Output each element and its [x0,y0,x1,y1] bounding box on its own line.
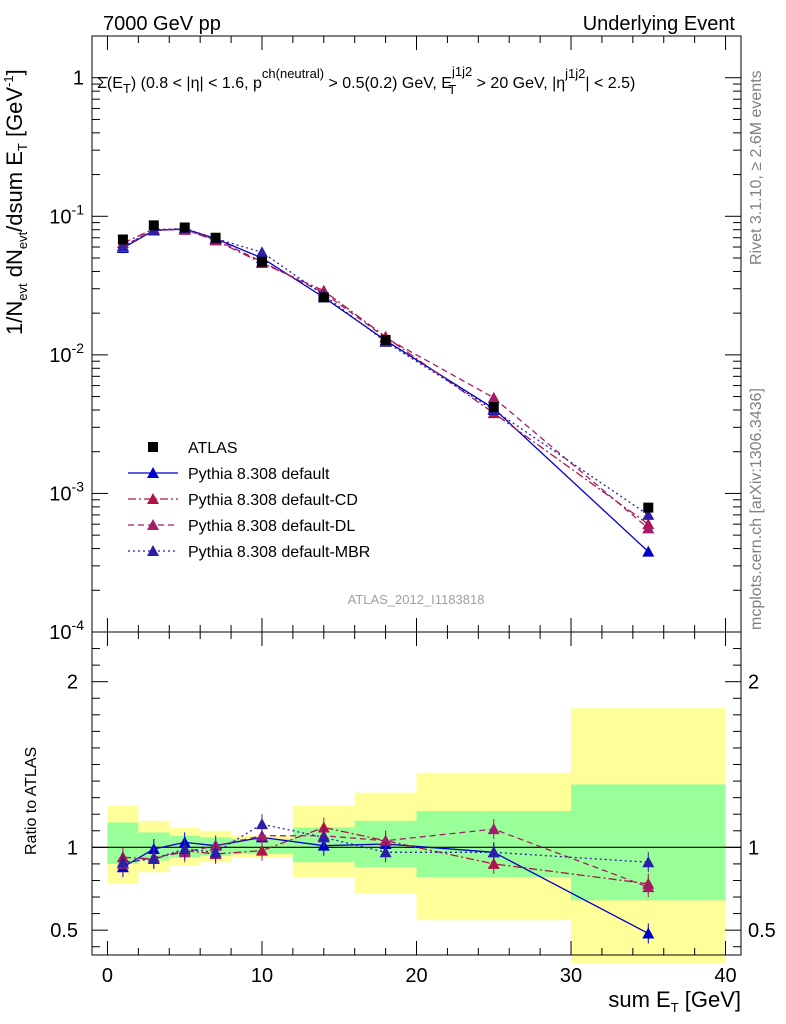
legend-marker [147,493,159,504]
legend-label: Pythia 8.308 default-DL [188,518,355,535]
data-point [116,856,129,868]
x-tick-label: 30 [560,965,582,987]
analysis-watermark: ATLAS_2012_I1183818 [348,592,485,607]
ratio-y-tick-label-right: 0.5 [748,920,776,942]
legend-label: ATLAS [188,440,238,457]
data-point [487,823,500,835]
y-tick-label: 1 [73,68,84,90]
ratio-series-group [116,814,655,944]
data-point [209,846,222,858]
data-point [210,232,221,243]
data-point [318,292,329,303]
legend-label: Pythia 8.308 default-CD [188,492,358,509]
data-point [148,220,159,231]
main-y-axis-label: 1/Nevt dNevt/dsum ET [GeV-1] [1,69,30,335]
cut-annotation: Σ(ET) (0.8 < |η| < 1.6, pch(neutral) > 0… [97,64,635,97]
legend-marker [147,545,159,556]
data-point [317,831,330,843]
legend-marker [147,467,159,478]
legend-label: Pythia 8.308 default [188,466,330,483]
data-point [178,842,191,854]
data-point [256,256,267,267]
legend-label: Pythia 8.308 default-MBR [188,544,370,561]
data-point [487,391,500,403]
main-plot-frame [91,35,742,633]
data-point [642,508,655,520]
data-point [488,402,499,413]
data-point [642,927,655,939]
y-tick-label: 10-2 [49,340,84,367]
data-point [487,857,500,869]
ratio-y-tick-label: 0.5 [50,920,78,942]
data-point [642,856,655,868]
x-tick-label: 40 [714,965,736,987]
legend-marker [147,519,159,530]
data-point [642,522,655,534]
axis-ticks [92,35,741,955]
legend-marker [148,442,158,452]
y-tick-label: 10-3 [49,478,84,505]
header-left: 7000 GeV pp [103,13,221,35]
data-point [487,846,500,858]
data-point [179,222,190,233]
ratio-y-tick-label: 1 [67,837,78,859]
data-point [379,834,392,846]
data-point [117,234,128,245]
x-tick-label: 20 [405,965,427,987]
x-tick-label: 0 [102,965,113,987]
ratio-y-tick-label-right: 2 [748,672,759,694]
header-right: Underlying Event [583,13,736,35]
legend: ATLAS Pythia 8.308 default Pythia 8.308 de… [128,440,370,561]
ratio-uncertainty-bands [92,708,741,964]
y-tick-label: 10-4 [49,617,84,644]
data-point [255,844,268,856]
data-point [255,818,268,830]
data-point [380,335,391,346]
x-tick-label: 10 [251,965,273,987]
ratio-y-tick-label-right: 1 [748,837,759,859]
data-point [255,829,268,841]
data-point [147,852,160,864]
series-line [122,229,649,529]
data-point [379,846,392,858]
mcplots-label: mcplots.cern.ch [arXiv:1306.3436] [748,388,765,630]
data-point [642,545,655,557]
main-series-group [116,220,655,557]
axis-tick-labels: 0 10 20 30 40 10-4 10-3 10-2 10-1 1 0.5 0.5 1 1 2 2 [49,68,776,987]
rivet-label: Rivet 3.1.10, ≥ 2.6M events [748,70,765,265]
svg-text:1/Nevt dNevt/dsum ET [GeV-1]: 1/Nevt dNevt/dsum ET [GeV-1] [1,69,30,335]
y-tick-label: 10-1 [49,201,84,228]
series-line [122,823,649,863]
ratio-y-tick-label: 2 [67,672,78,694]
ratio-y-axis-label: Ratio to ATLAS [23,747,40,855]
data-point [116,240,129,252]
x-axis-label: sum ET [GeV] [608,987,741,1015]
data-point [255,246,268,258]
data-point [643,502,654,513]
data-point [642,881,655,893]
